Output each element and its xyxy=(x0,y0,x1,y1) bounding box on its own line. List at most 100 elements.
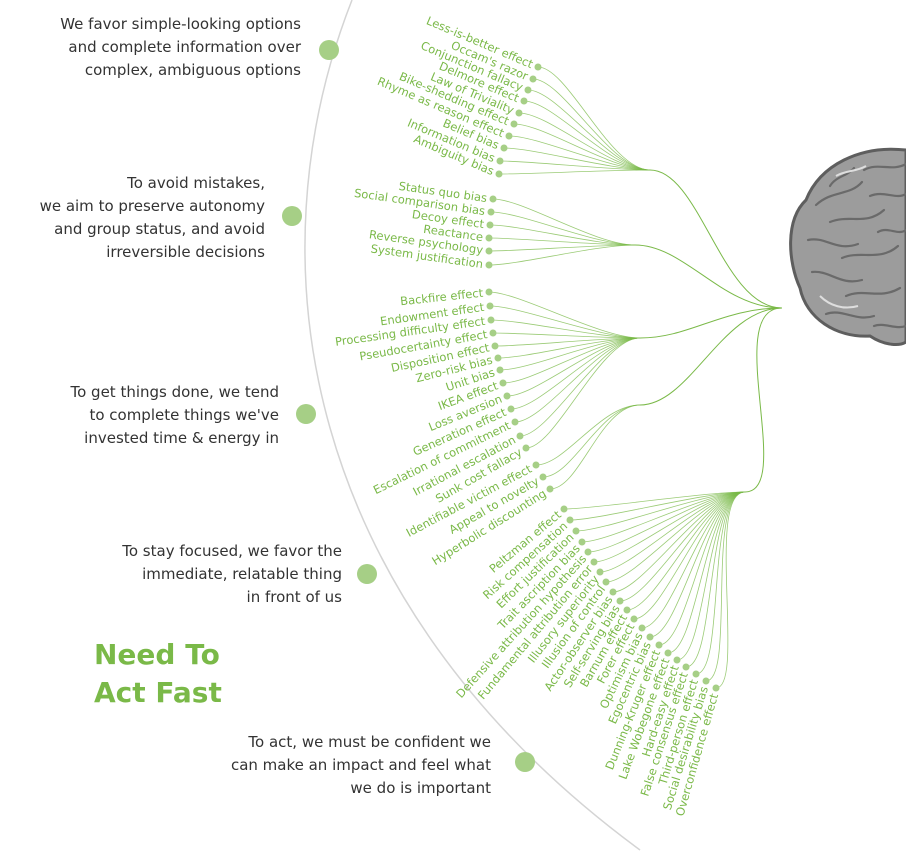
bias-dot xyxy=(524,86,532,94)
bias-branch xyxy=(563,491,746,510)
group-text-line: to complete things we've xyxy=(89,406,279,424)
category-title: Need To Act Fast xyxy=(94,636,222,712)
bias-branch xyxy=(489,224,636,246)
bias-dot xyxy=(702,677,710,685)
bias-dot xyxy=(572,527,580,535)
bias-branch xyxy=(532,78,651,171)
bias-dot xyxy=(507,405,515,413)
bias-dot xyxy=(546,485,554,493)
branch-trunk xyxy=(744,307,783,493)
bias-dot xyxy=(503,392,511,400)
bias-dot xyxy=(596,568,604,576)
bias-branch xyxy=(695,491,746,675)
group-text-complete: To get things done, we tend to complete … xyxy=(71,381,280,450)
group-text-confident: To act, we must be confident we can make… xyxy=(231,731,491,800)
bias-branch xyxy=(497,337,641,359)
bias-dot xyxy=(529,75,537,83)
bias-dot xyxy=(496,366,504,374)
bias-dot xyxy=(609,588,617,596)
bias-dot xyxy=(486,221,494,229)
group-text-line: To get things done, we tend xyxy=(70,383,280,401)
group-text-line: complex, ambiguous options xyxy=(84,61,301,79)
bias-dot xyxy=(496,157,504,165)
group-text-line: we do is important xyxy=(350,779,491,797)
branch-trunk xyxy=(639,307,783,339)
timeline-arc xyxy=(304,0,641,851)
bias-dot xyxy=(623,606,631,614)
bias-dot xyxy=(712,684,720,692)
bias-branch xyxy=(641,491,746,629)
branch-trunk xyxy=(639,307,783,406)
bias-dot xyxy=(485,288,493,296)
bias-branch xyxy=(492,198,636,246)
bias-dot xyxy=(520,97,528,105)
bias-dot xyxy=(487,316,495,324)
bias-branch xyxy=(658,491,746,646)
bias-dot xyxy=(566,516,574,524)
bias-branch xyxy=(542,404,641,478)
bias-branch xyxy=(514,337,641,423)
bias-dot xyxy=(673,656,681,664)
group-text-line: immediate, relatable thing xyxy=(142,565,342,583)
bias-branch xyxy=(494,337,641,347)
bias-dot xyxy=(516,432,524,440)
bias-branch xyxy=(490,319,641,339)
category-title-line: Need To xyxy=(94,638,220,671)
bias-branch xyxy=(667,491,746,654)
bias-branch xyxy=(633,491,746,620)
category-title-line: Act Fast xyxy=(94,676,222,709)
group-text-line: we aim to preserve autonomy xyxy=(39,197,265,215)
group-text-line: can make an impact and feel what xyxy=(230,756,491,774)
group-text-line: in front of us xyxy=(246,588,342,606)
bias-dot xyxy=(500,144,508,152)
bias-dot xyxy=(616,597,624,605)
bias-branch xyxy=(575,491,746,532)
bias-dot xyxy=(487,208,495,216)
bias-dot xyxy=(485,234,493,242)
bias-branch xyxy=(488,244,636,252)
bias-branch xyxy=(527,89,651,171)
bias-dot xyxy=(590,558,598,566)
bias-branch xyxy=(492,332,641,339)
bias-dot xyxy=(578,538,586,546)
bias-branch xyxy=(549,404,641,490)
bias-dot xyxy=(495,170,503,178)
bias-branch xyxy=(525,337,641,449)
bias-branch xyxy=(715,491,746,689)
branch-trunk xyxy=(634,244,783,309)
group-dot xyxy=(296,404,316,424)
bias-branch xyxy=(676,491,746,661)
bias-dot xyxy=(534,63,542,71)
bias-dot xyxy=(486,302,494,310)
group-text-line: and complete information over xyxy=(68,38,301,56)
bias-branch xyxy=(498,169,651,175)
group-text-line: To act, we must be confident we xyxy=(248,733,491,751)
branch-trunk xyxy=(649,169,783,309)
bias-branch xyxy=(489,305,641,339)
bias-branch xyxy=(502,337,641,384)
bias-branch xyxy=(513,123,651,171)
group-text-focused: To stay focused, we favor the immediate,… xyxy=(122,540,342,609)
bias-dot xyxy=(584,548,592,556)
bias-branch xyxy=(508,135,651,171)
bias-branch xyxy=(705,491,746,682)
bias-branch xyxy=(488,237,636,246)
bias-dot xyxy=(489,329,497,337)
group-text-autonomy: To avoid mistakes, we aim to preserve au… xyxy=(40,172,265,264)
bias-branch xyxy=(488,291,641,339)
group-text-line: irreversible decisions xyxy=(106,243,265,261)
group-text-line: invested time & energy in xyxy=(84,429,279,447)
group-text-line: We favor simple-looking options xyxy=(60,15,301,33)
brain-icon xyxy=(789,147,906,346)
bias-dot xyxy=(510,120,518,128)
bias-dot xyxy=(532,461,540,469)
bias-dot xyxy=(682,663,690,671)
bias-branch xyxy=(503,147,651,171)
group-dot xyxy=(319,40,339,60)
bias-dot xyxy=(485,261,493,269)
bias-branch xyxy=(535,404,641,466)
bias-branch xyxy=(626,491,746,611)
bias-branch xyxy=(499,160,651,171)
bias-dot xyxy=(522,444,530,452)
